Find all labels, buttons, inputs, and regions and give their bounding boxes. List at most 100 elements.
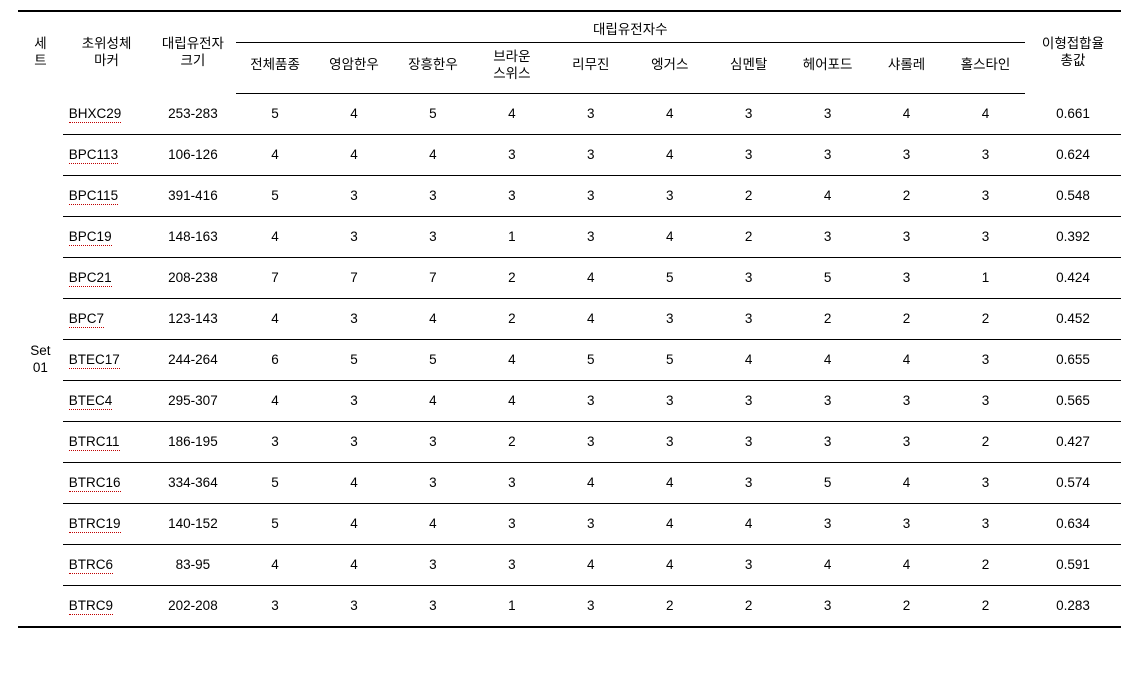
count-cell: 3: [472, 462, 551, 503]
count-cell: 2: [867, 585, 946, 627]
count-cell: 3: [709, 380, 788, 421]
het-cell: 0.574: [1025, 462, 1121, 503]
breed-label: 샤롤레: [888, 57, 925, 74]
breed-label: 브라운스위스: [493, 49, 530, 83]
marker-name: BPC113: [69, 147, 118, 164]
count-cell: 2: [946, 544, 1025, 585]
count-cell: 2: [709, 585, 788, 627]
breed-label: 심멘탈: [730, 57, 767, 74]
breed-label: 헤어포드: [803, 57, 853, 74]
marker-name: BTRC9: [69, 598, 113, 615]
count-cell: 4: [551, 544, 630, 585]
count-cell: 4: [236, 134, 315, 175]
table-row: BTRC683-9544334434420.591: [18, 544, 1121, 585]
count-cell: 5: [393, 93, 472, 134]
count-cell: 4: [630, 544, 709, 585]
count-cell: 3: [709, 462, 788, 503]
count-cell: 3: [551, 585, 630, 627]
count-cell: 3: [788, 93, 867, 134]
count-cell: 2: [472, 421, 551, 462]
count-cell: 3: [315, 298, 394, 339]
table-row: BPC21208-23877724535310.424: [18, 257, 1121, 298]
count-cell: 4: [472, 380, 551, 421]
header-breed: 샤롤레: [867, 43, 946, 94]
marker-cell: BPC113: [63, 134, 150, 175]
marker-cell: BTRC11: [63, 421, 150, 462]
count-cell: 3: [867, 216, 946, 257]
count-cell: 3: [709, 134, 788, 175]
count-cell: 5: [630, 339, 709, 380]
count-cell: 2: [472, 298, 551, 339]
count-cell: 3: [393, 175, 472, 216]
count-cell: 3: [630, 175, 709, 216]
count-cell: 5: [236, 93, 315, 134]
count-cell: 5: [236, 503, 315, 544]
count-cell: 3: [472, 544, 551, 585]
het-cell: 0.591: [1025, 544, 1121, 585]
count-cell: 3: [946, 462, 1025, 503]
count-cell: 2: [472, 257, 551, 298]
marker-name: BPC7: [69, 311, 104, 328]
count-cell: 3: [472, 503, 551, 544]
marker-cell: BPC115: [63, 175, 150, 216]
header-het-label: 이형접합율총값: [1042, 36, 1104, 70]
count-cell: 5: [788, 462, 867, 503]
breed-label: 엥거스: [651, 57, 688, 74]
header-group-label: 대립유전자수: [593, 22, 668, 37]
count-cell: 4: [236, 216, 315, 257]
table-row: BPC115391-41653333324230.548: [18, 175, 1121, 216]
marker-name: BTRC16: [69, 475, 121, 492]
count-cell: 5: [551, 339, 630, 380]
page: 세트 초위성체마커 대립유전자크기 대립유전자수 이형접합율총값 전체품종 영암…: [0, 0, 1139, 678]
table-body: Set01BHXC29253-28354543433440.661BPC1131…: [18, 93, 1121, 627]
count-cell: 1: [472, 585, 551, 627]
het-cell: 0.661: [1025, 93, 1121, 134]
marker-name: BPC19: [69, 229, 112, 246]
het-cell: 0.634: [1025, 503, 1121, 544]
het-cell: 0.283: [1025, 585, 1121, 627]
count-cell: 4: [946, 93, 1025, 134]
count-cell: 3: [315, 421, 394, 462]
count-cell: 4: [315, 503, 394, 544]
header-set: 세트: [18, 11, 63, 93]
count-cell: 4: [236, 544, 315, 585]
count-cell: 4: [630, 216, 709, 257]
table-row: BPC19148-16343313423330.392: [18, 216, 1121, 257]
count-cell: 4: [236, 380, 315, 421]
count-cell: 4: [867, 462, 946, 503]
count-cell: 5: [315, 339, 394, 380]
count-cell: 3: [393, 421, 472, 462]
count-cell: 3: [788, 421, 867, 462]
marker-name: BTRC19: [69, 516, 121, 533]
het-cell: 0.548: [1025, 175, 1121, 216]
table-row: BPC113106-12644433433330.624: [18, 134, 1121, 175]
marker-cell: BPC21: [63, 257, 150, 298]
allele-size-cell: 208-238: [150, 257, 235, 298]
count-cell: 3: [788, 503, 867, 544]
count-cell: 3: [630, 298, 709, 339]
allele-size-cell: 148-163: [150, 216, 235, 257]
count-cell: 4: [472, 93, 551, 134]
header-breed: 전체품종: [236, 43, 315, 94]
count-cell: 6: [236, 339, 315, 380]
count-cell: 3: [472, 175, 551, 216]
count-cell: 7: [236, 257, 315, 298]
allele-size-cell: 253-283: [150, 93, 235, 134]
header-breed: 헤어포드: [788, 43, 867, 94]
set-label-cell: Set01: [18, 93, 63, 627]
count-cell: 4: [788, 339, 867, 380]
allele-size-cell: 123-143: [150, 298, 235, 339]
count-cell: 4: [551, 298, 630, 339]
count-cell: 3: [867, 257, 946, 298]
count-cell: 3: [551, 134, 630, 175]
marker-name: BTEC17: [69, 352, 120, 369]
count-cell: 7: [315, 257, 394, 298]
count-cell: 3: [709, 93, 788, 134]
count-cell: 4: [551, 257, 630, 298]
count-cell: 3: [393, 585, 472, 627]
breed-label: 홀스타인: [961, 57, 1011, 74]
count-cell: 3: [551, 421, 630, 462]
count-cell: 3: [946, 503, 1025, 544]
count-cell: 4: [315, 544, 394, 585]
count-cell: 5: [630, 257, 709, 298]
